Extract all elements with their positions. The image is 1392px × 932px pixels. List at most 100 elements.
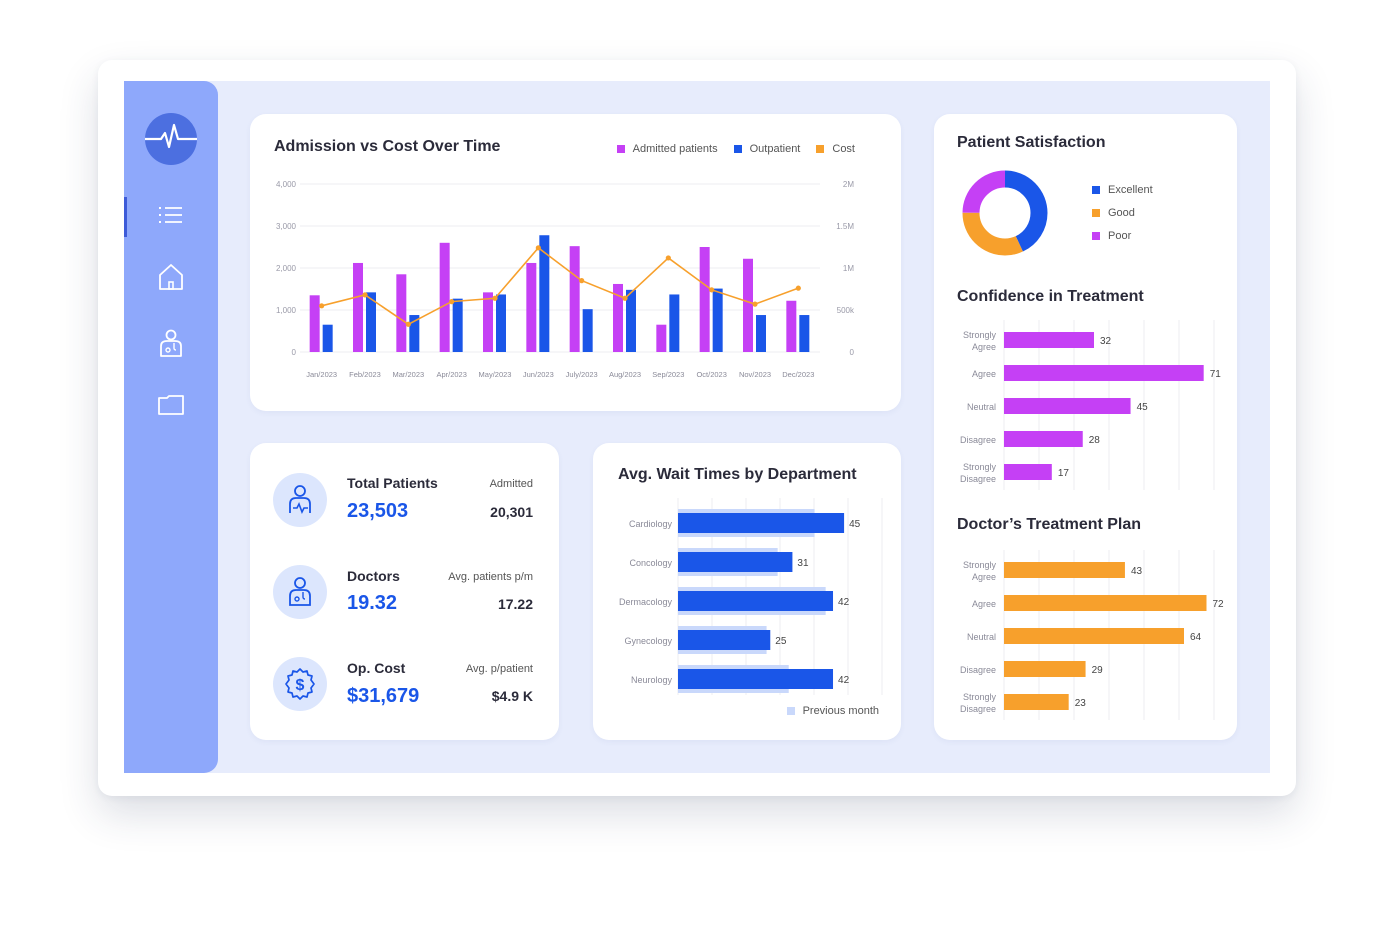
nav-item-doctors[interactable] xyxy=(124,325,218,365)
kpi-op-cost-label: Op. Cost xyxy=(347,660,406,676)
wait-times-card: Avg. Wait Times by Department 45 Cardiolo… xyxy=(593,443,901,740)
legend-swatch-previous xyxy=(786,707,795,715)
wait-chart: 45 Cardiology 31 Concology 42 Dermacology 25 Gy… xyxy=(619,498,883,695)
x-tick-label: Feb/2023 xyxy=(349,370,381,379)
category-label: Agree xyxy=(972,599,996,609)
kpi-doctors-label: Doctors xyxy=(347,568,400,584)
kpi-avg-per-patient-value: $4.9 K xyxy=(491,688,533,704)
category-label: Concology xyxy=(629,558,672,568)
bar-value-label: 31 xyxy=(797,558,809,569)
donut-slice-good xyxy=(962,170,1048,256)
bar-admitted xyxy=(569,246,580,352)
sidebar xyxy=(124,81,218,773)
kpi-doctors-value: 19.32 xyxy=(347,592,398,614)
donut-slice-poor xyxy=(962,170,1048,256)
kpi-total-patients-value: 23,503 xyxy=(347,500,409,522)
wait-legend: Previous month xyxy=(786,705,879,717)
y-left-tick-label: 1,000 xyxy=(276,306,297,315)
legend-swatch-poor xyxy=(1092,231,1100,240)
category-label: Disagree xyxy=(960,665,996,675)
legend-swatch-excellent xyxy=(1092,185,1100,194)
y-right-tick-label: 1.5M xyxy=(836,222,854,231)
legend-label-previous: Previous month xyxy=(802,705,879,717)
x-tick-label: Jun/2023 xyxy=(523,370,554,379)
bar-value-label: 45 xyxy=(849,519,861,530)
category-label: Disagree xyxy=(960,474,996,484)
legend-swatch-good xyxy=(1092,208,1100,217)
x-tick-label: May/2023 xyxy=(479,370,512,379)
legend-admitted: Admitted patients xyxy=(616,143,718,155)
category-label: Dermacology xyxy=(619,597,673,607)
legend-swatch-cost xyxy=(816,145,825,153)
legend-poor: Poor xyxy=(1092,224,1153,247)
heartbeat-icon[interactable] xyxy=(143,113,201,165)
bar-admitted xyxy=(396,274,407,352)
bar-outpatient xyxy=(799,315,810,352)
category-label: Neurology xyxy=(631,675,673,685)
y-left-tick-label: 0 xyxy=(292,348,297,357)
satisfaction-card: Patient Satisfaction Excellent Good Poor… xyxy=(934,114,1237,740)
category-label: Agree xyxy=(972,572,996,582)
bar-outpatient xyxy=(756,315,766,352)
nav-item-list[interactable] xyxy=(124,197,218,237)
y-right-tick-label: 2M xyxy=(843,180,854,189)
dollar-gear-icon: $ xyxy=(273,657,327,711)
bar-value-label: 25 xyxy=(775,636,787,647)
legend-label-poor: Poor xyxy=(1108,229,1132,242)
legend-label-admitted: Admitted patients xyxy=(632,143,718,155)
bar-admitted xyxy=(613,283,623,352)
admission-chart: 0 0 1,000 500k 2,000 1M 3,000 1.5M 4,000 2M Jan/20… xyxy=(276,180,855,379)
admission-cost-card: Admission vs Cost Over Time Admitted pat… xyxy=(250,114,901,411)
doctor-icon xyxy=(273,565,327,619)
plan-chart: 43 Strongly Agree 72 Agree 64 Neutral 29 Disagre… xyxy=(960,550,1225,720)
bar xyxy=(1004,661,1086,677)
kpi-total-patients-label: Total Patients xyxy=(347,475,438,491)
cost-point xyxy=(795,285,801,291)
y-right-tick-label: 500k xyxy=(837,306,855,315)
x-tick-label: Apr/2023 xyxy=(436,370,466,379)
kpi-admitted-value: 20,301 xyxy=(490,504,533,520)
bar-value-label: 43 xyxy=(1131,566,1143,577)
bar-admitted xyxy=(309,295,320,352)
admission-legend: Admitted patients Outpatient Cost xyxy=(601,143,855,155)
nav-item-files[interactable] xyxy=(124,387,218,427)
bar xyxy=(1004,365,1204,381)
bar-admitted xyxy=(699,247,710,352)
satisfaction-legend: Excellent Good Poor xyxy=(1092,178,1153,247)
bar xyxy=(1004,332,1094,348)
cost-point xyxy=(535,245,541,251)
cost-point xyxy=(405,321,411,327)
cost-line xyxy=(321,246,799,326)
legend-label-excellent: Excellent xyxy=(1108,183,1153,196)
bar xyxy=(1004,628,1184,644)
x-tick-label: Aug/2023 xyxy=(609,370,641,379)
legend-label-good: Good xyxy=(1108,206,1135,219)
bar-value-label: 72 xyxy=(1213,599,1225,610)
bar-value-label: 64 xyxy=(1190,632,1202,643)
bar-current xyxy=(678,630,771,650)
confidence-chart: 32 Strongly Agree 71 Agree 45 Neutral 28 Disagre… xyxy=(960,320,1222,490)
bar-admitted xyxy=(353,262,363,352)
bar-admitted xyxy=(743,258,753,352)
y-right-tick-label: 1M xyxy=(843,264,854,273)
category-label: Cardiology xyxy=(629,519,673,529)
x-tick-label: Jan/2023 xyxy=(306,370,337,379)
bar-outpatient xyxy=(452,298,463,352)
bar-value-label: 71 xyxy=(1210,369,1222,380)
legend-label-cost: Cost xyxy=(832,143,855,155)
bar-outpatient xyxy=(496,294,506,352)
x-tick-label: July/2023 xyxy=(566,370,598,379)
bar-value-label: 42 xyxy=(838,597,850,608)
bar-value-label: 45 xyxy=(1137,402,1149,413)
x-tick-label: Sep/2023 xyxy=(652,370,684,379)
confidence-title: Confidence in Treatment xyxy=(957,288,1144,305)
bar-value-label: 32 xyxy=(1100,336,1112,347)
legend-swatch-admitted xyxy=(616,145,625,153)
nav-item-home[interactable] xyxy=(124,259,218,299)
category-label: Disagree xyxy=(960,704,996,714)
list-icon xyxy=(158,205,184,230)
x-tick-label: Dec/2023 xyxy=(782,370,814,379)
cost-point xyxy=(622,295,628,301)
bar xyxy=(1004,595,1207,611)
cost-point xyxy=(665,255,671,261)
